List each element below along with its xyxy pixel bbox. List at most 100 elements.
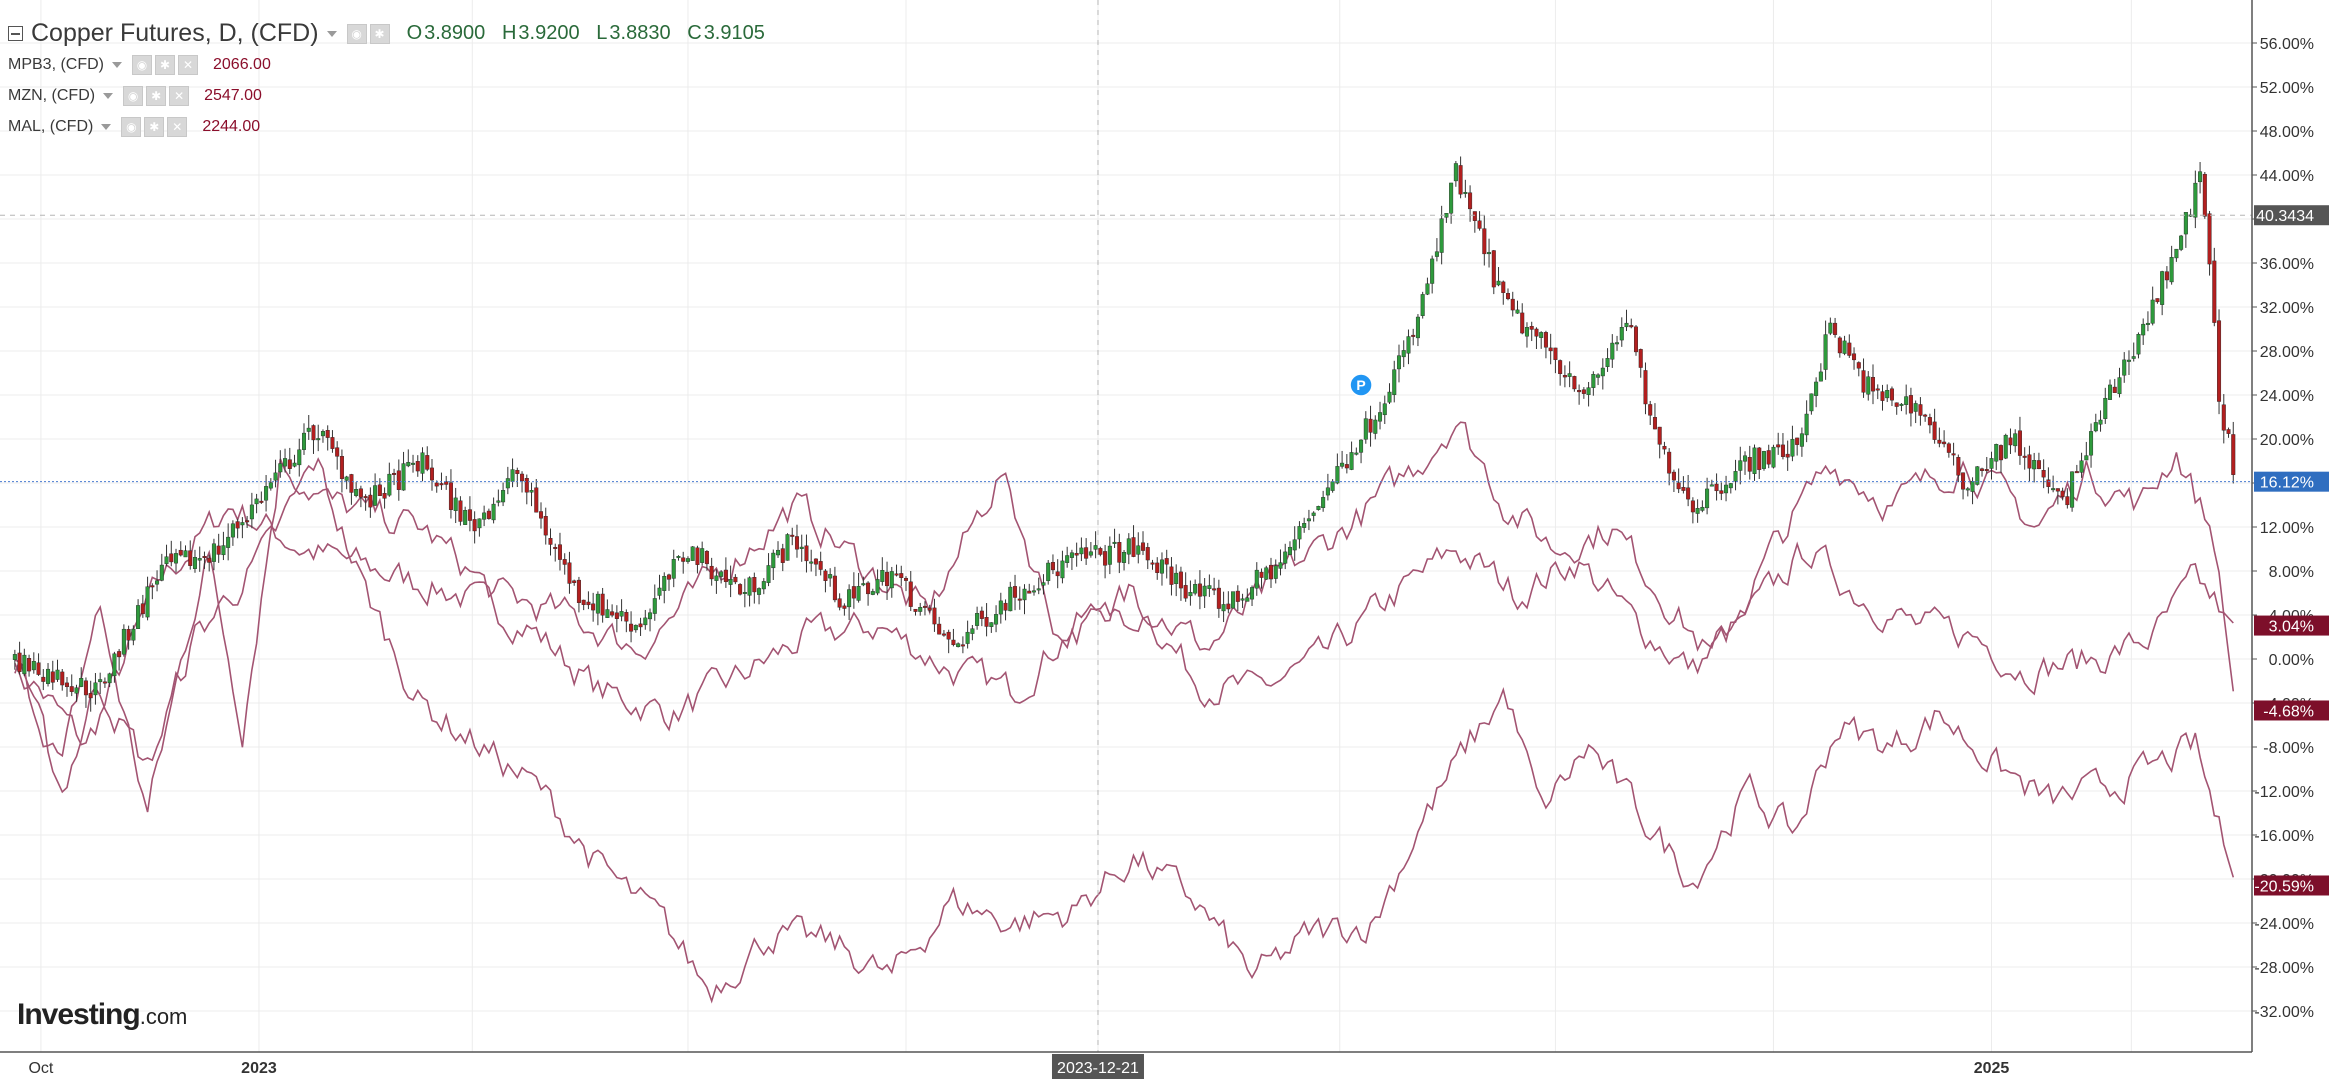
candle-body [1335, 466, 1340, 484]
close-icon[interactable]: ✕ [178, 54, 198, 75]
candle-body [344, 476, 349, 481]
candle-body [1695, 508, 1700, 514]
candle-body [913, 608, 918, 612]
candle-body [989, 622, 994, 627]
candle-body [1027, 590, 1032, 594]
candle-body [12, 654, 17, 660]
candle-body [482, 512, 487, 520]
candle-body [226, 536, 231, 548]
candle-body [1155, 562, 1160, 573]
candle-body [1496, 280, 1501, 286]
candle-body [136, 605, 141, 629]
candle-body [1003, 602, 1008, 611]
candle-body [837, 598, 842, 608]
candle-body [22, 654, 27, 675]
candle-body [1330, 481, 1335, 491]
candle-body [230, 523, 235, 538]
candle-body [1586, 387, 1591, 395]
candle-body [1178, 571, 1183, 589]
candle-body [467, 509, 472, 521]
gear-icon[interactable]: ✱ [155, 54, 175, 75]
candle-body [2122, 359, 2127, 376]
candle-body [1766, 450, 1771, 465]
candle-body [382, 493, 387, 499]
ohlc-close-value: 3.9105 [703, 22, 765, 44]
candle-body [1131, 537, 1136, 557]
candle-body [2131, 356, 2136, 359]
candle-body [629, 623, 634, 632]
candle-body [1667, 451, 1672, 474]
gear-icon[interactable]: ✱ [369, 23, 390, 44]
candle-body [2103, 397, 2108, 419]
close-icon[interactable]: ✕ [169, 85, 190, 106]
candle-body [1482, 228, 1487, 255]
collapse-icon[interactable] [8, 26, 23, 41]
eye-icon[interactable]: ◉ [123, 85, 144, 106]
candle-body [1998, 445, 2003, 461]
candle-body [396, 470, 401, 490]
candle-body [1444, 213, 1449, 218]
candle-body [1477, 220, 1482, 229]
series-last-badge-label: -4.68% [2263, 703, 2314, 720]
eye-icon[interactable]: ◉ [121, 116, 142, 137]
candle-body [434, 482, 439, 487]
candle-body [1795, 437, 1800, 445]
candle-body [79, 678, 84, 687]
candle-body [411, 462, 416, 465]
candle-body [794, 536, 799, 550]
candle-body [1937, 439, 1942, 444]
chevron-down-icon[interactable] [103, 92, 114, 99]
ohlc-high-value: 3.9200 [518, 22, 580, 44]
candle-body [188, 550, 193, 566]
candle-body [83, 680, 88, 696]
candle-body [306, 427, 311, 432]
chevron-down-icon[interactable] [326, 30, 337, 37]
candle-body [74, 687, 79, 694]
candle-body [1188, 592, 1193, 597]
candle-body [1420, 294, 1425, 316]
candle-body [112, 653, 117, 677]
candle-body [1709, 484, 1714, 487]
candle-body [780, 548, 785, 563]
candle-body [102, 681, 107, 684]
candle-body [1686, 487, 1691, 500]
candle-body [1069, 552, 1074, 558]
close-icon[interactable]: ✕ [167, 116, 188, 137]
eye-icon[interactable]: ◉ [132, 54, 152, 75]
y-tick-label: -8.00% [2263, 740, 2314, 757]
legend: Copper Futures, D, (CFD) ◉ ✱ O 3.8900 H 3.… [8, 18, 765, 142]
candle-body [676, 556, 681, 558]
candle-body [60, 671, 65, 686]
candle-body [1908, 395, 1913, 414]
chevron-down-icon[interactable] [101, 123, 112, 130]
candle-body [1202, 585, 1207, 597]
candle-body [1989, 458, 1994, 469]
candle-body [2136, 334, 2141, 355]
overlay-value: 2547.00 [204, 86, 262, 104]
gear-icon[interactable]: ✱ [144, 116, 165, 137]
candle-body [1534, 328, 1539, 337]
candle-body [259, 500, 264, 503]
ohlc-close-key: C [687, 22, 702, 44]
eye-icon[interactable]: ◉ [346, 23, 367, 44]
candle-body [757, 588, 762, 595]
candle-body [1216, 587, 1221, 609]
candle-body [643, 617, 648, 626]
candle-body [723, 569, 728, 583]
candle-body [1449, 182, 1454, 214]
candle-body [581, 599, 586, 605]
candle-body [1643, 370, 1648, 405]
candle-body [591, 603, 596, 611]
candle-body [339, 456, 344, 479]
gear-icon[interactable]: ✱ [146, 85, 167, 106]
candle-body [505, 478, 510, 489]
candle-body [1880, 391, 1885, 401]
candle-body [1652, 417, 1657, 430]
chevron-down-icon[interactable] [112, 61, 122, 68]
candle-body [2070, 471, 2075, 508]
candle-body [1956, 457, 1961, 476]
candle-body [117, 651, 122, 658]
y-tick-label: 12.00% [2260, 520, 2314, 537]
candle-body [1738, 460, 1743, 471]
